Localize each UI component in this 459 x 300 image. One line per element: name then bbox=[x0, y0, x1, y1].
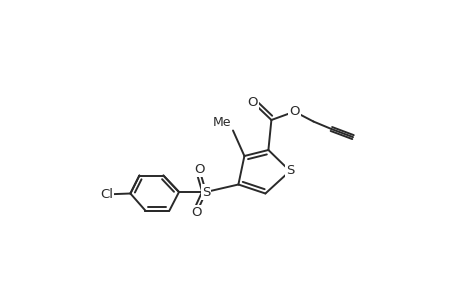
Text: O: O bbox=[289, 105, 299, 118]
Text: O: O bbox=[191, 206, 201, 220]
Text: O: O bbox=[194, 163, 204, 176]
Text: Me: Me bbox=[213, 116, 231, 129]
Text: S: S bbox=[285, 164, 294, 178]
Text: Cl: Cl bbox=[100, 188, 112, 201]
Text: S: S bbox=[202, 185, 210, 199]
Text: O: O bbox=[247, 95, 257, 109]
